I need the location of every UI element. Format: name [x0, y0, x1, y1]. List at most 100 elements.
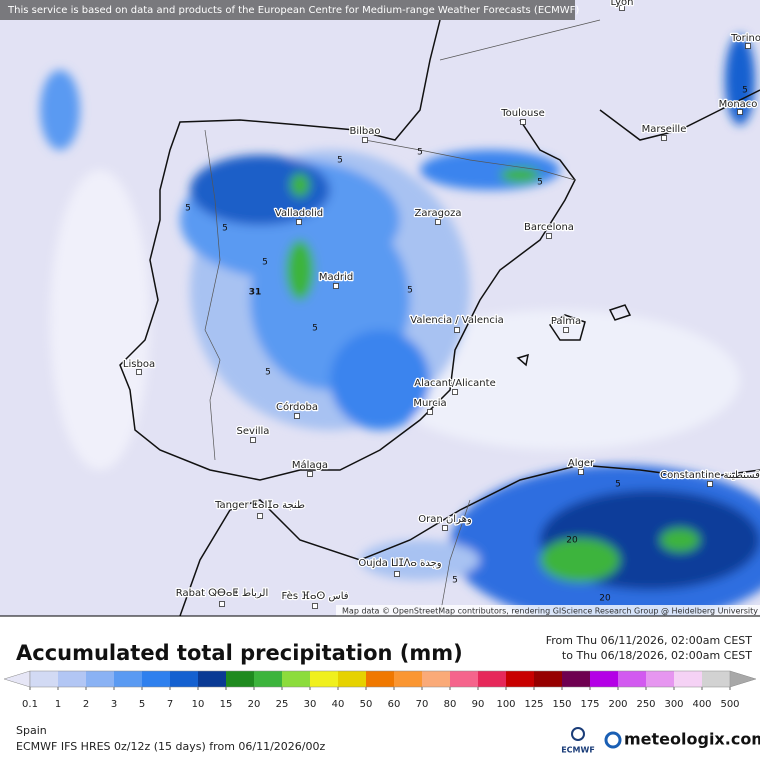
- city-label: Oujda ⵡⵊⴷⴰ وجدة: [358, 558, 441, 569]
- city-label: Lisboa: [123, 359, 155, 370]
- city-label: Lyon: [610, 0, 633, 8]
- colorbar-cell: [114, 671, 143, 687]
- valid-from: From Thu 06/11/2026, 02:00am CEST: [546, 634, 753, 647]
- city-marker: [520, 119, 526, 125]
- city-marker: [307, 471, 313, 477]
- city-marker: [296, 219, 302, 225]
- colorbar-cell: [282, 671, 311, 687]
- colorbar-label: 100: [496, 699, 515, 710]
- contour-label: 5: [265, 368, 271, 378]
- colorbar-label: 400: [692, 699, 711, 710]
- legend-title: Accumulated total precipitation (mm): [16, 641, 463, 665]
- city-marker: [257, 513, 263, 519]
- colorbar-cell: [366, 671, 395, 687]
- city-marker: [737, 109, 743, 115]
- colorbar-label: 125: [524, 699, 543, 710]
- contour-label: 5: [222, 224, 228, 234]
- city-label: Marseille: [642, 124, 687, 135]
- contour-label: 5: [312, 324, 318, 334]
- city-label: Barcelona: [524, 222, 574, 233]
- colorbar-cell: [58, 671, 87, 687]
- colorbar-label: 30: [304, 699, 317, 710]
- colorbar-label: 40: [332, 699, 345, 710]
- city-marker: [745, 43, 751, 49]
- contour-label: 31: [249, 288, 262, 298]
- colorbar-cell: [86, 671, 115, 687]
- city-label: Constantine قسنطينة: [660, 470, 760, 481]
- city-marker: [362, 137, 368, 143]
- colorbar-below: [3, 670, 31, 688]
- city-label: Alger: [568, 458, 595, 469]
- precip-field: [40, 35, 760, 616]
- city-marker: [452, 389, 458, 395]
- colorbar-cell: [226, 671, 255, 687]
- colorbar-cell: [478, 671, 507, 687]
- colorbar-cell: [198, 671, 227, 687]
- ecmwf-icon: [571, 727, 585, 741]
- colorbar-cell: [646, 671, 675, 687]
- attribution: Map data © OpenStreetMap contributors, r…: [342, 607, 758, 616]
- city-marker: [563, 327, 569, 333]
- colorbar-label: 7: [167, 699, 173, 710]
- contour-label: 5: [537, 178, 543, 188]
- city-label: Rabat ⵕⴱⴰⵟ الرباط: [176, 588, 268, 599]
- colorbar-cell: [310, 671, 339, 687]
- colorbar-label: 60: [388, 699, 401, 710]
- city-marker: [546, 233, 552, 239]
- city-label: Zaragoza: [414, 208, 461, 219]
- colorbar-label: 15: [220, 699, 233, 710]
- colorbar-label: 10: [192, 699, 205, 710]
- contour-label: 5: [185, 204, 191, 214]
- colorbar-frame: [29, 670, 731, 688]
- colorbar-label: 90: [472, 699, 485, 710]
- city-marker: [250, 437, 256, 443]
- colorbar-cell: [618, 671, 647, 687]
- colorbar-label: 200: [608, 699, 627, 710]
- coastline: [119, 19, 760, 616]
- disclaimer: This service is based on data and produc…: [7, 5, 579, 16]
- colorbar-label: 500: [720, 699, 739, 710]
- city-label: Tanger ⵟⴰⵏⵊⴰ طنجة: [214, 500, 305, 511]
- city-label: Bilbao: [349, 126, 380, 137]
- contour-label: 5: [407, 286, 413, 296]
- map: [0, 0, 760, 616]
- city-label: Palma: [551, 316, 581, 327]
- city-label: Monaco: [719, 99, 758, 110]
- city-marker: [219, 601, 225, 607]
- city-marker: [294, 413, 300, 419]
- colorbar-cell: [562, 671, 591, 687]
- contour-label: 5: [417, 148, 423, 158]
- colorbar-label: 1: [55, 699, 61, 710]
- colorbar-cell: [338, 671, 367, 687]
- contour-label: 5: [262, 258, 268, 268]
- colorbar-cell: [534, 671, 563, 687]
- ecmwf-logo: ECMWF: [561, 746, 595, 755]
- city-label: Oran وهران: [418, 514, 472, 525]
- contour-label: 5: [337, 156, 343, 166]
- colorbar-label: 300: [664, 699, 683, 710]
- city-label: Málaga: [292, 459, 328, 471]
- contour-label: 5: [742, 86, 748, 96]
- colorbar-label: 0.1: [22, 699, 38, 710]
- colorbar-cell: [394, 671, 423, 687]
- city-marker: [661, 135, 667, 141]
- city-label: Toulouse: [500, 108, 544, 119]
- city-marker: [454, 327, 460, 333]
- city-label: Murcia: [413, 398, 446, 409]
- city-marker: [312, 603, 318, 609]
- city-marker: [333, 283, 339, 289]
- attribution-bar: [336, 605, 760, 616]
- colorbar-cell: [450, 671, 479, 687]
- brand: meteologix.com: [624, 730, 760, 749]
- colorbar-cell: [422, 671, 451, 687]
- borders: [204, 19, 601, 616]
- colorbar-label: 20: [248, 699, 261, 710]
- city-marker: [435, 219, 441, 225]
- city-marker: [578, 469, 584, 475]
- colorbar-label: 25: [276, 699, 289, 710]
- contour-label: 20: [566, 536, 578, 546]
- city-label: Sevilla: [237, 426, 270, 437]
- colorbar-label: 2: [83, 699, 89, 710]
- colorbar-label: 80: [444, 699, 457, 710]
